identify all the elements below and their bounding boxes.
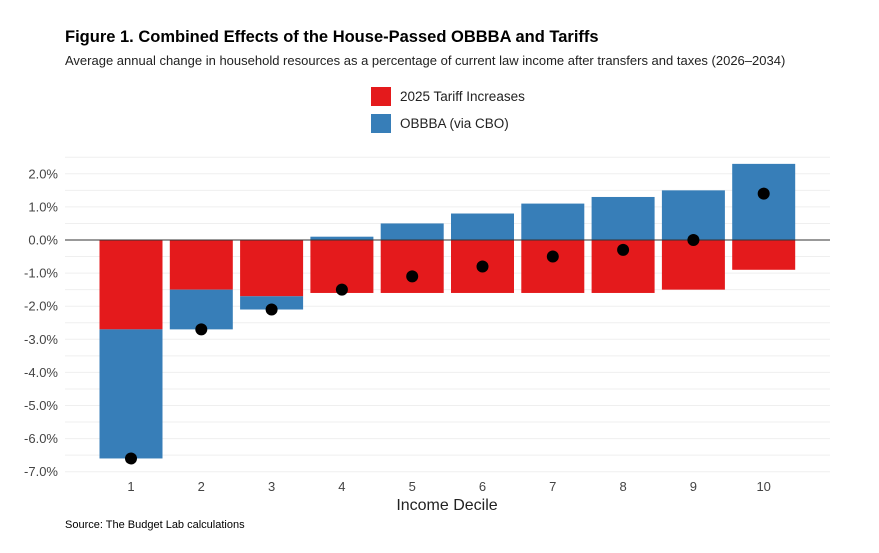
- bar-obbba-decile-8: [591, 196, 655, 240]
- legend-label-tariff: 2025 Tariff Increases: [400, 89, 525, 104]
- legend-item-obbba: OBBBA (via CBO): [371, 110, 525, 137]
- y-tick-label: -3.0%: [24, 332, 58, 347]
- bar-tariff-decile-7: [521, 240, 585, 293]
- bar-tariff-decile-3: [240, 240, 304, 297]
- net-point-decile-4: [335, 283, 348, 296]
- bar-obbba-decile-9: [661, 190, 725, 240]
- bar-tariff-decile-2: [169, 240, 233, 290]
- bar-obbba-decile-2: [169, 289, 233, 330]
- y-tick-label: -4.0%: [24, 365, 58, 380]
- x-tick-label: 8: [619, 479, 626, 494]
- legend-swatch-tariff: [371, 87, 391, 106]
- x-tick-label: 1: [127, 479, 134, 494]
- x-tick-label: 2: [198, 479, 205, 494]
- x-tick-label: 3: [268, 479, 275, 494]
- legend: 2025 Tariff Increases OBBBA (via CBO): [371, 83, 525, 137]
- x-tick-label: 7: [549, 479, 556, 494]
- bar-tariff-decile-9: [661, 240, 725, 290]
- legend-label-obbba: OBBBA (via CBO): [400, 116, 509, 131]
- bar-obbba-decile-7: [521, 203, 585, 240]
- y-tick-label: 0.0%: [28, 233, 58, 248]
- net-point-decile-2: [195, 323, 208, 336]
- x-tick-label: 6: [479, 479, 486, 494]
- bar-obbba-decile-4: [310, 236, 374, 240]
- net-point-decile-6: [476, 260, 489, 273]
- bar-tariff-decile-10: [732, 240, 796, 270]
- y-tick-label: -7.0%: [24, 464, 58, 479]
- y-tick-label: -6.0%: [24, 431, 58, 446]
- source-note: Source: The Budget Lab calculations: [65, 519, 245, 531]
- y-tick-label: -2.0%: [24, 299, 58, 314]
- legend-swatch-obbba: [371, 114, 391, 133]
- x-tick-label: 4: [338, 479, 345, 494]
- bar-obbba-decile-1: [99, 329, 163, 459]
- net-point-decile-10: [757, 187, 770, 200]
- y-tick-label: -5.0%: [24, 398, 58, 413]
- net-point-decile-8: [617, 243, 630, 256]
- chart-title: Figure 1. Combined Effects of the House-…: [65, 28, 599, 46]
- x-tick-label: 10: [756, 479, 770, 494]
- legend-item-tariff: 2025 Tariff Increases: [371, 83, 525, 110]
- bar-obbba-decile-5: [380, 223, 444, 240]
- y-tick-label: 1.0%: [28, 199, 58, 214]
- net-point-decile-1: [125, 452, 137, 465]
- y-tick-label: 2.0%: [28, 166, 58, 181]
- bar-tariff-decile-1: [99, 240, 163, 330]
- bar-tariff-decile-5: [380, 240, 444, 293]
- x-axis-label: Income Decile: [396, 497, 497, 514]
- bar-obbba-decile-10: [732, 163, 796, 240]
- net-point-decile-3: [265, 303, 278, 316]
- bar-obbba-decile-3: [240, 296, 304, 310]
- x-tick-label: 9: [690, 479, 697, 494]
- net-point-decile-7: [546, 250, 559, 263]
- net-point-decile-5: [406, 270, 419, 283]
- net-point-decile-9: [687, 234, 700, 246]
- x-tick-label: 5: [409, 479, 416, 494]
- chart-subtitle: Average annual change in household resou…: [65, 53, 786, 68]
- bar-obbba-decile-6: [451, 213, 514, 240]
- y-tick-label: -1.0%: [24, 266, 58, 281]
